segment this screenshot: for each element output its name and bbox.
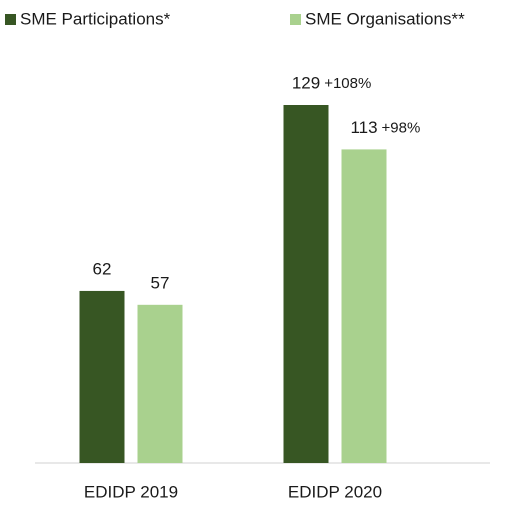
bar	[137, 304, 183, 463]
x-tick-label: EDIDP 2020	[288, 482, 382, 501]
bar	[283, 105, 329, 463]
legend-swatch	[5, 14, 16, 25]
bar	[341, 149, 387, 463]
legend-label: SME Participations*	[20, 9, 171, 28]
legend-swatch	[290, 14, 301, 25]
value-label: 129	[292, 73, 320, 92]
value-label: 57	[151, 273, 170, 292]
value-label: 62	[93, 259, 112, 278]
bar	[79, 290, 125, 463]
change-label: +98%	[382, 119, 421, 136]
change-label: +108%	[324, 75, 371, 92]
value-label: 113	[350, 118, 377, 137]
legend-label: SME Organisations**	[305, 9, 465, 28]
x-tick-label: EDIDP 2019	[84, 482, 178, 501]
